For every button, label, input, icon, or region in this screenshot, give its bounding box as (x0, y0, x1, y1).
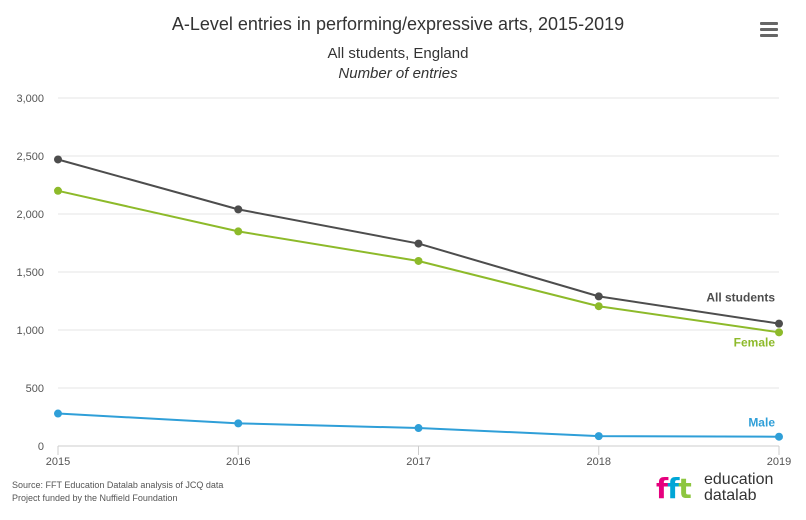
data-point-female (414, 256, 423, 265)
hamburger-menu-icon[interactable] (760, 22, 778, 38)
x-tick-label: 2017 (406, 456, 430, 468)
data-point-male (414, 424, 423, 433)
data-point-male (775, 432, 783, 441)
x-tick-label: 2015 (46, 456, 70, 468)
data-point-female (594, 302, 603, 311)
data-point-all-students (594, 292, 603, 301)
gridlines (58, 97, 779, 389)
data-point-all-students (54, 155, 62, 164)
data-point-female (234, 227, 243, 236)
data-point-female (54, 186, 62, 195)
data-point-male (594, 432, 603, 441)
y-tick-label: 1,500 (16, 267, 44, 279)
data-point-female (775, 328, 783, 337)
chart-title: A-Level entries in performing/expressive… (171, 14, 625, 34)
logo-word-datalab: datalab (704, 487, 757, 504)
series-label-male: Male (748, 416, 775, 430)
y-tick-label: 2,500 (16, 151, 44, 163)
data-point-male (234, 419, 243, 428)
series-lines (54, 155, 783, 441)
y-tick-label: 2,000 (16, 209, 44, 221)
x-tick-label: 2016 (226, 456, 250, 468)
data-point-all-students (234, 205, 243, 214)
series-labels: All students Female Male (706, 291, 775, 430)
source-line-1: Source: FFT Education Datalab analysis o… (12, 480, 224, 490)
chart-subtitle: All students, England (327, 45, 469, 62)
x-tick-label: 2018 (587, 456, 611, 468)
data-point-all-students (414, 239, 423, 248)
y-tick-label: 0 (38, 441, 44, 453)
source-note: Source: FFT Education Datalab analysis o… (12, 479, 223, 505)
series-label-all-students: All students (706, 291, 775, 305)
x-tick-label: 2019 (767, 456, 791, 468)
chart-units-label: Number of entries (338, 65, 458, 82)
y-tick-label: 1,000 (16, 325, 44, 337)
logo-wordmark: education datalab (704, 472, 773, 504)
axes: 0 500 1,000 1,500 2,000 2,500 3,000 2015 2016 201… (16, 93, 791, 468)
y-tick-label: 3,000 (16, 93, 44, 105)
data-point-all-students (775, 319, 783, 328)
series-label-female: Female (734, 335, 776, 349)
source-line-2: Project funded by the Nuffield Foundatio… (12, 493, 178, 503)
y-tick-label: 500 (26, 383, 44, 395)
logo-word-education: education (704, 471, 774, 488)
data-point-male (54, 409, 62, 418)
fft-logo-mark: fft (656, 472, 692, 505)
